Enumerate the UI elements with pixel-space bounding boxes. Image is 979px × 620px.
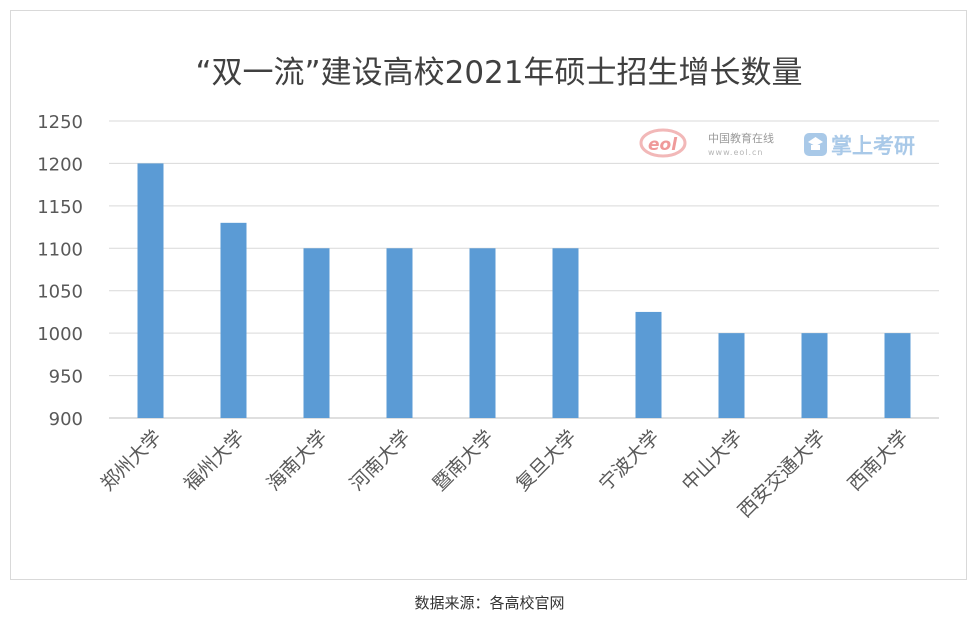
y-tick-label: 1250 [37, 112, 83, 133]
x-tick-label: 福州大学 [180, 426, 249, 495]
bar [718, 333, 745, 418]
bar [552, 248, 579, 418]
x-tick-label: 郑州大学 [97, 426, 166, 495]
bar [386, 248, 413, 418]
bar [220, 222, 247, 418]
x-tick-label: 河南大学 [346, 426, 415, 495]
x-tick-label: 中山大学 [678, 426, 747, 495]
bar [137, 163, 164, 418]
y-tick-label: 1050 [37, 282, 83, 303]
bar-chart: “双一流”建设高校2021年硕士招生增长数量 900 950 1000 1050 110… [37, 55, 939, 522]
x-tick-label: 海南大学 [263, 426, 332, 495]
bar [469, 248, 496, 418]
y-tick-label: 1150 [37, 197, 83, 218]
x-tick-label: 宁波大学 [595, 426, 664, 495]
bars [137, 163, 911, 418]
x-tick-label: 西南大学 [844, 426, 913, 495]
graduation-cap-icon [804, 133, 827, 156]
watermark: eol 中国教育在线 www.eol.cn 掌上考研 [639, 128, 915, 158]
chart-title: “双一流”建设高校2021年硕士招生增长数量 [195, 55, 802, 91]
svg-text:eol: eol [648, 135, 678, 155]
y-tick-label: 1000 [37, 324, 83, 345]
chart-frame: “双一流”建设高校2021年硕士招生增长数量 900 950 1000 1050 110… [10, 10, 967, 580]
x-tick-label: 暨南大学 [429, 426, 498, 495]
bar [801, 333, 828, 418]
y-tick-label: 950 [49, 367, 83, 388]
y-tick-label: 1200 [37, 154, 83, 175]
eol-name: 中国教育在线 [708, 131, 774, 145]
data-source-caption: 数据来源：各高校官网 [414, 594, 565, 612]
y-tick-label: 900 [49, 409, 83, 430]
bar [303, 248, 330, 418]
gridlines [109, 120, 939, 419]
x-tick-label: 复旦大学 [512, 426, 581, 495]
y-tick-label: 1100 [37, 239, 83, 260]
bar [884, 333, 911, 418]
x-tick-label: 西安交通大学 [734, 426, 830, 522]
eol-url: www.eol.cn [708, 148, 764, 157]
brand-text: 掌上考研 [831, 134, 915, 158]
bar [635, 311, 662, 418]
eol-logo: eol [639, 128, 687, 158]
y-axis-ticks: 900 950 1000 1050 1100 1150 1200 1250 [37, 112, 83, 430]
